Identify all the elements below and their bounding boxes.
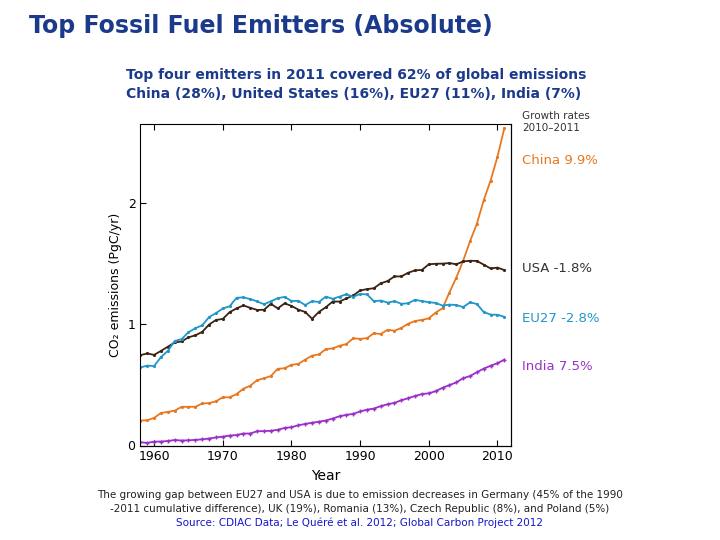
Text: -2011 cumulative difference), UK (19%), Romania (13%), Czech Republic (8%), and : -2011 cumulative difference), UK (19%), … (110, 504, 610, 514)
Text: USA -1.8%: USA -1.8% (522, 262, 592, 275)
Text: Top Fossil Fuel Emitters (Absolute): Top Fossil Fuel Emitters (Absolute) (29, 14, 492, 37)
Text: Growth rates
2010–2011: Growth rates 2010–2011 (522, 111, 590, 133)
Y-axis label: CO₂ emissions (PgC/yr): CO₂ emissions (PgC/yr) (109, 213, 122, 357)
Text: China 9.9%: China 9.9% (522, 154, 598, 167)
Text: EU27 -2.8%: EU27 -2.8% (522, 312, 600, 325)
Text: Source: CDIAC Data; Le Quéré et al. 2012; Global Carbon Project 2012: Source: CDIAC Data; Le Quéré et al. 2012… (176, 518, 544, 528)
Text: Top four emitters in 2011 covered 62% of global emissions: Top four emitters in 2011 covered 62% of… (126, 68, 586, 82)
X-axis label: Year: Year (311, 469, 341, 483)
Text: The growing gap between EU27 and USA is due to emission decreases in Germany (45: The growing gap between EU27 and USA is … (97, 490, 623, 500)
Text: China (28%), United States (16%), EU27 (11%), India (7%): China (28%), United States (16%), EU27 (… (126, 87, 581, 102)
Text: India 7.5%: India 7.5% (522, 360, 593, 373)
